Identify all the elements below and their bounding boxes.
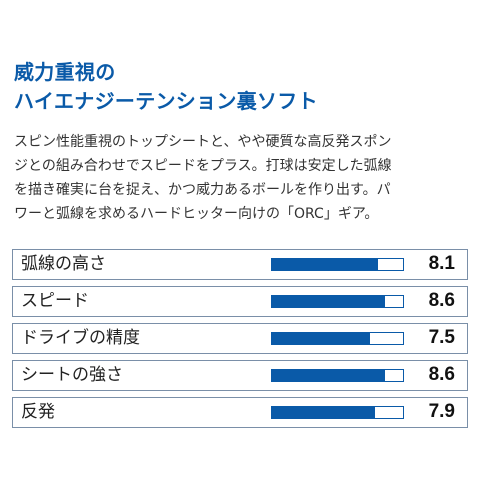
rating-row-arc-height: 弧線の高さ 8.1 [12,249,468,280]
rating-value: 8.6 [428,364,455,385]
ratings-table: 弧線の高さ 8.1 スピード 8.6 ドライブの精度 7.5 シートの強さ [12,249,468,434]
description-line-1: スピン性能重視のトップシートと、やや硬質な高反発スポン [14,134,392,150]
heading-line-1: 威力重視の [14,60,116,84]
product-description: スピン性能重視のトップシートと、やや硬質な高反発スポン ジとの組み合わせでスピー… [14,130,470,226]
rating-bar [271,332,404,345]
rating-value: 7.5 [428,327,455,348]
rating-value: 8.1 [428,253,455,274]
rating-bar-fill [272,333,371,344]
rating-label: スピード [21,291,89,311]
rating-bar [271,258,404,271]
rating-bar-fill [272,407,376,418]
rating-label: 弧線の高さ [21,254,106,274]
rating-bar [271,295,404,308]
product-heading: 威力重視の ハイエナジーテンション裏ソフト [14,58,470,116]
rating-label: 反発 [21,402,55,422]
rating-bar [271,369,404,382]
rating-row-speed: スピード 8.6 [12,286,468,317]
rating-row-sheet-strength: シートの強さ 8.6 [12,360,468,391]
rating-row-drive-accuracy: ドライブの精度 7.5 [12,323,468,354]
rating-bar-fill [272,370,385,381]
description-line-3: を描き確実に台を捉え、かつ威力あるボールを作り出す。パ [14,182,391,198]
rating-bar-fill [272,259,379,270]
heading-line-2: ハイエナジーテンション裏ソフト [14,89,318,113]
rating-row-rebound: 反発 7.9 [12,397,468,428]
rating-label: シートの強さ [21,365,123,385]
rating-value: 7.9 [428,401,455,422]
rating-bar [271,406,404,419]
rating-label: ドライブの精度 [21,328,140,348]
description-line-2: ジとの組み合わせでスピードをプラス。打球は安定した弧線 [14,158,392,174]
description-line-4: ワーと弧線を求めるハードヒッター向けの「ORC」ギア。 [14,206,379,222]
rating-value: 8.6 [428,290,455,311]
rating-bar-fill [272,296,385,307]
